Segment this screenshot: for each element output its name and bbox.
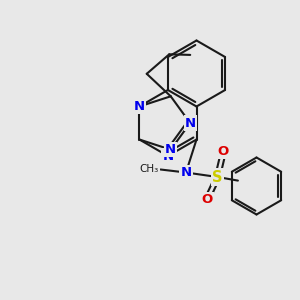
Text: O: O <box>218 145 229 158</box>
Text: CH₃: CH₃ <box>140 164 159 175</box>
Text: N: N <box>184 116 196 130</box>
Text: S: S <box>212 169 223 184</box>
Text: O: O <box>201 193 213 206</box>
Text: N: N <box>162 149 173 163</box>
Text: N: N <box>134 100 145 113</box>
Text: N: N <box>165 143 176 156</box>
Text: N: N <box>180 166 192 179</box>
